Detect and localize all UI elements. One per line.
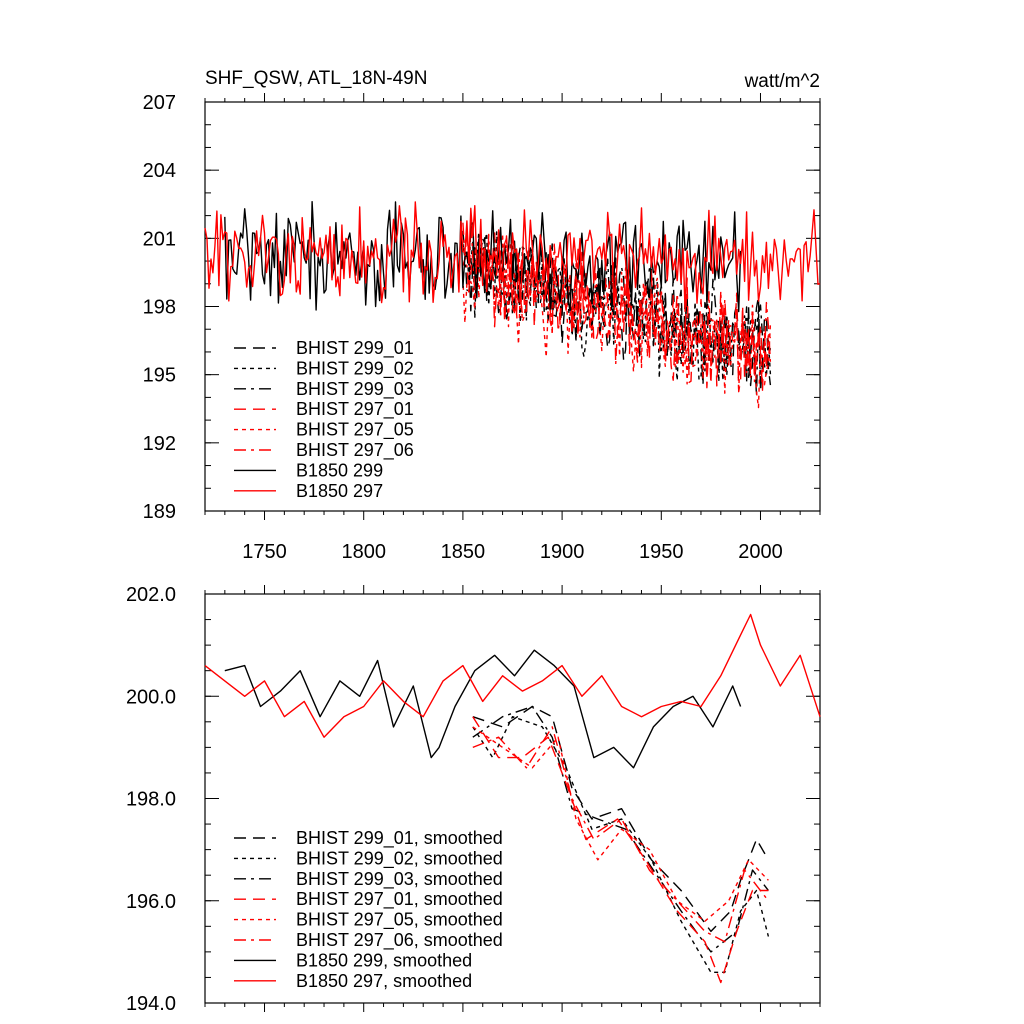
legend-label: BHIST 299_01 xyxy=(296,338,414,359)
y-tick-label: 200.0 xyxy=(126,686,176,708)
y-tick-label: 189 xyxy=(143,501,176,523)
y-tick-label: 207 xyxy=(143,92,176,114)
y-tick-label: 202.0 xyxy=(126,584,176,606)
top-plot-ticks: 1750 1800 1850 1900 1950 2000 189 192 195 198 201 2… xyxy=(143,92,821,563)
y-tick-label: 195 xyxy=(143,365,176,387)
top-plot-units: watt/m^2 xyxy=(744,71,820,92)
legend-label: BHIST 297_06 xyxy=(296,440,414,461)
series-line xyxy=(472,705,769,953)
series-line xyxy=(472,705,770,933)
legend-label: BHIST 297_05, smoothed xyxy=(296,910,503,931)
legend-label: BHIST 299_01, smoothed xyxy=(296,828,503,849)
x-tick-label: 1900 xyxy=(540,541,585,563)
top-plot-title: SHF_QSW, ATL_18N-49N xyxy=(205,68,427,89)
series-line xyxy=(462,231,772,385)
legend-label: B1850 299 xyxy=(296,460,383,480)
legend-label: BHIST 297_06, smoothed xyxy=(296,930,503,951)
series-line xyxy=(462,230,772,393)
legend-label: B1850 297 xyxy=(296,481,383,501)
x-tick-label: 2000 xyxy=(738,541,783,563)
legend-label: B1850 297, smoothed xyxy=(296,971,472,991)
bottom-plot-ticks: 194.0 196.0 198.0 200.0 202.0 xyxy=(126,584,821,1015)
y-tick-label: 196.0 xyxy=(126,891,176,913)
y-tick-label: 198.0 xyxy=(126,789,176,811)
legend-label: BHIST 299_02, smoothed xyxy=(296,848,503,869)
legend-label: BHIST 299_03 xyxy=(296,379,414,400)
y-tick-label: 198 xyxy=(143,297,176,319)
legend-label: BHIST 299_02 xyxy=(296,358,414,379)
series-line xyxy=(472,726,769,922)
legend-label: BHIST 297_01 xyxy=(296,399,414,420)
x-tick-label: 1800 xyxy=(341,541,386,563)
series-line xyxy=(462,233,772,409)
legend-label: BHIST 297_05 xyxy=(296,420,414,441)
series-line xyxy=(472,716,769,984)
legend-label: BHIST 299_03, smoothed xyxy=(296,869,503,890)
series-line xyxy=(462,220,772,383)
series-line xyxy=(204,201,821,313)
x-tick-label: 1750 xyxy=(242,541,287,563)
legend-label: BHIST 297_01, smoothed xyxy=(296,889,503,910)
y-tick-label: 192 xyxy=(143,433,176,455)
y-tick-label: 201 xyxy=(143,228,176,250)
y-tick-label: 194.0 xyxy=(126,993,176,1015)
series-line xyxy=(472,726,769,943)
x-tick-label: 1950 xyxy=(639,541,684,563)
legend-label: B1850 299, smoothed xyxy=(296,950,472,970)
bottom-plot-series xyxy=(204,613,821,984)
series-line xyxy=(224,649,742,769)
x-tick-label: 1850 xyxy=(441,541,486,563)
series-line xyxy=(204,613,821,738)
top-plot-series xyxy=(204,201,821,409)
y-tick-label: 204 xyxy=(143,160,176,182)
